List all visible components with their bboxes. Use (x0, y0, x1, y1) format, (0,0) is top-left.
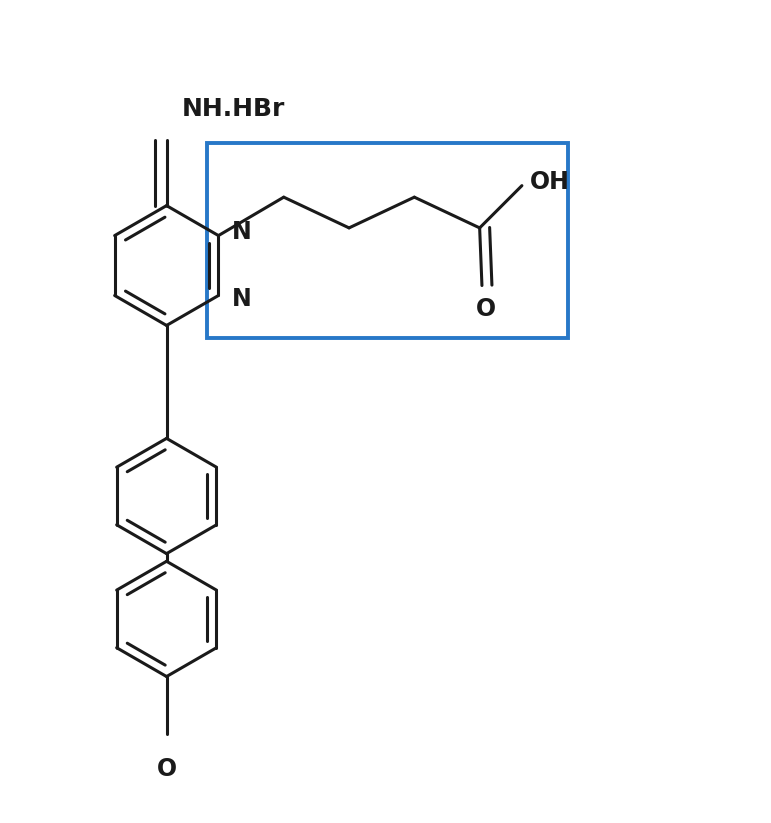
Text: NH.HBr: NH.HBr (182, 97, 285, 121)
Text: N: N (232, 220, 252, 244)
Text: N: N (232, 287, 252, 311)
Text: O: O (476, 297, 496, 321)
Text: OH: OH (530, 170, 570, 193)
Text: O: O (157, 757, 177, 781)
